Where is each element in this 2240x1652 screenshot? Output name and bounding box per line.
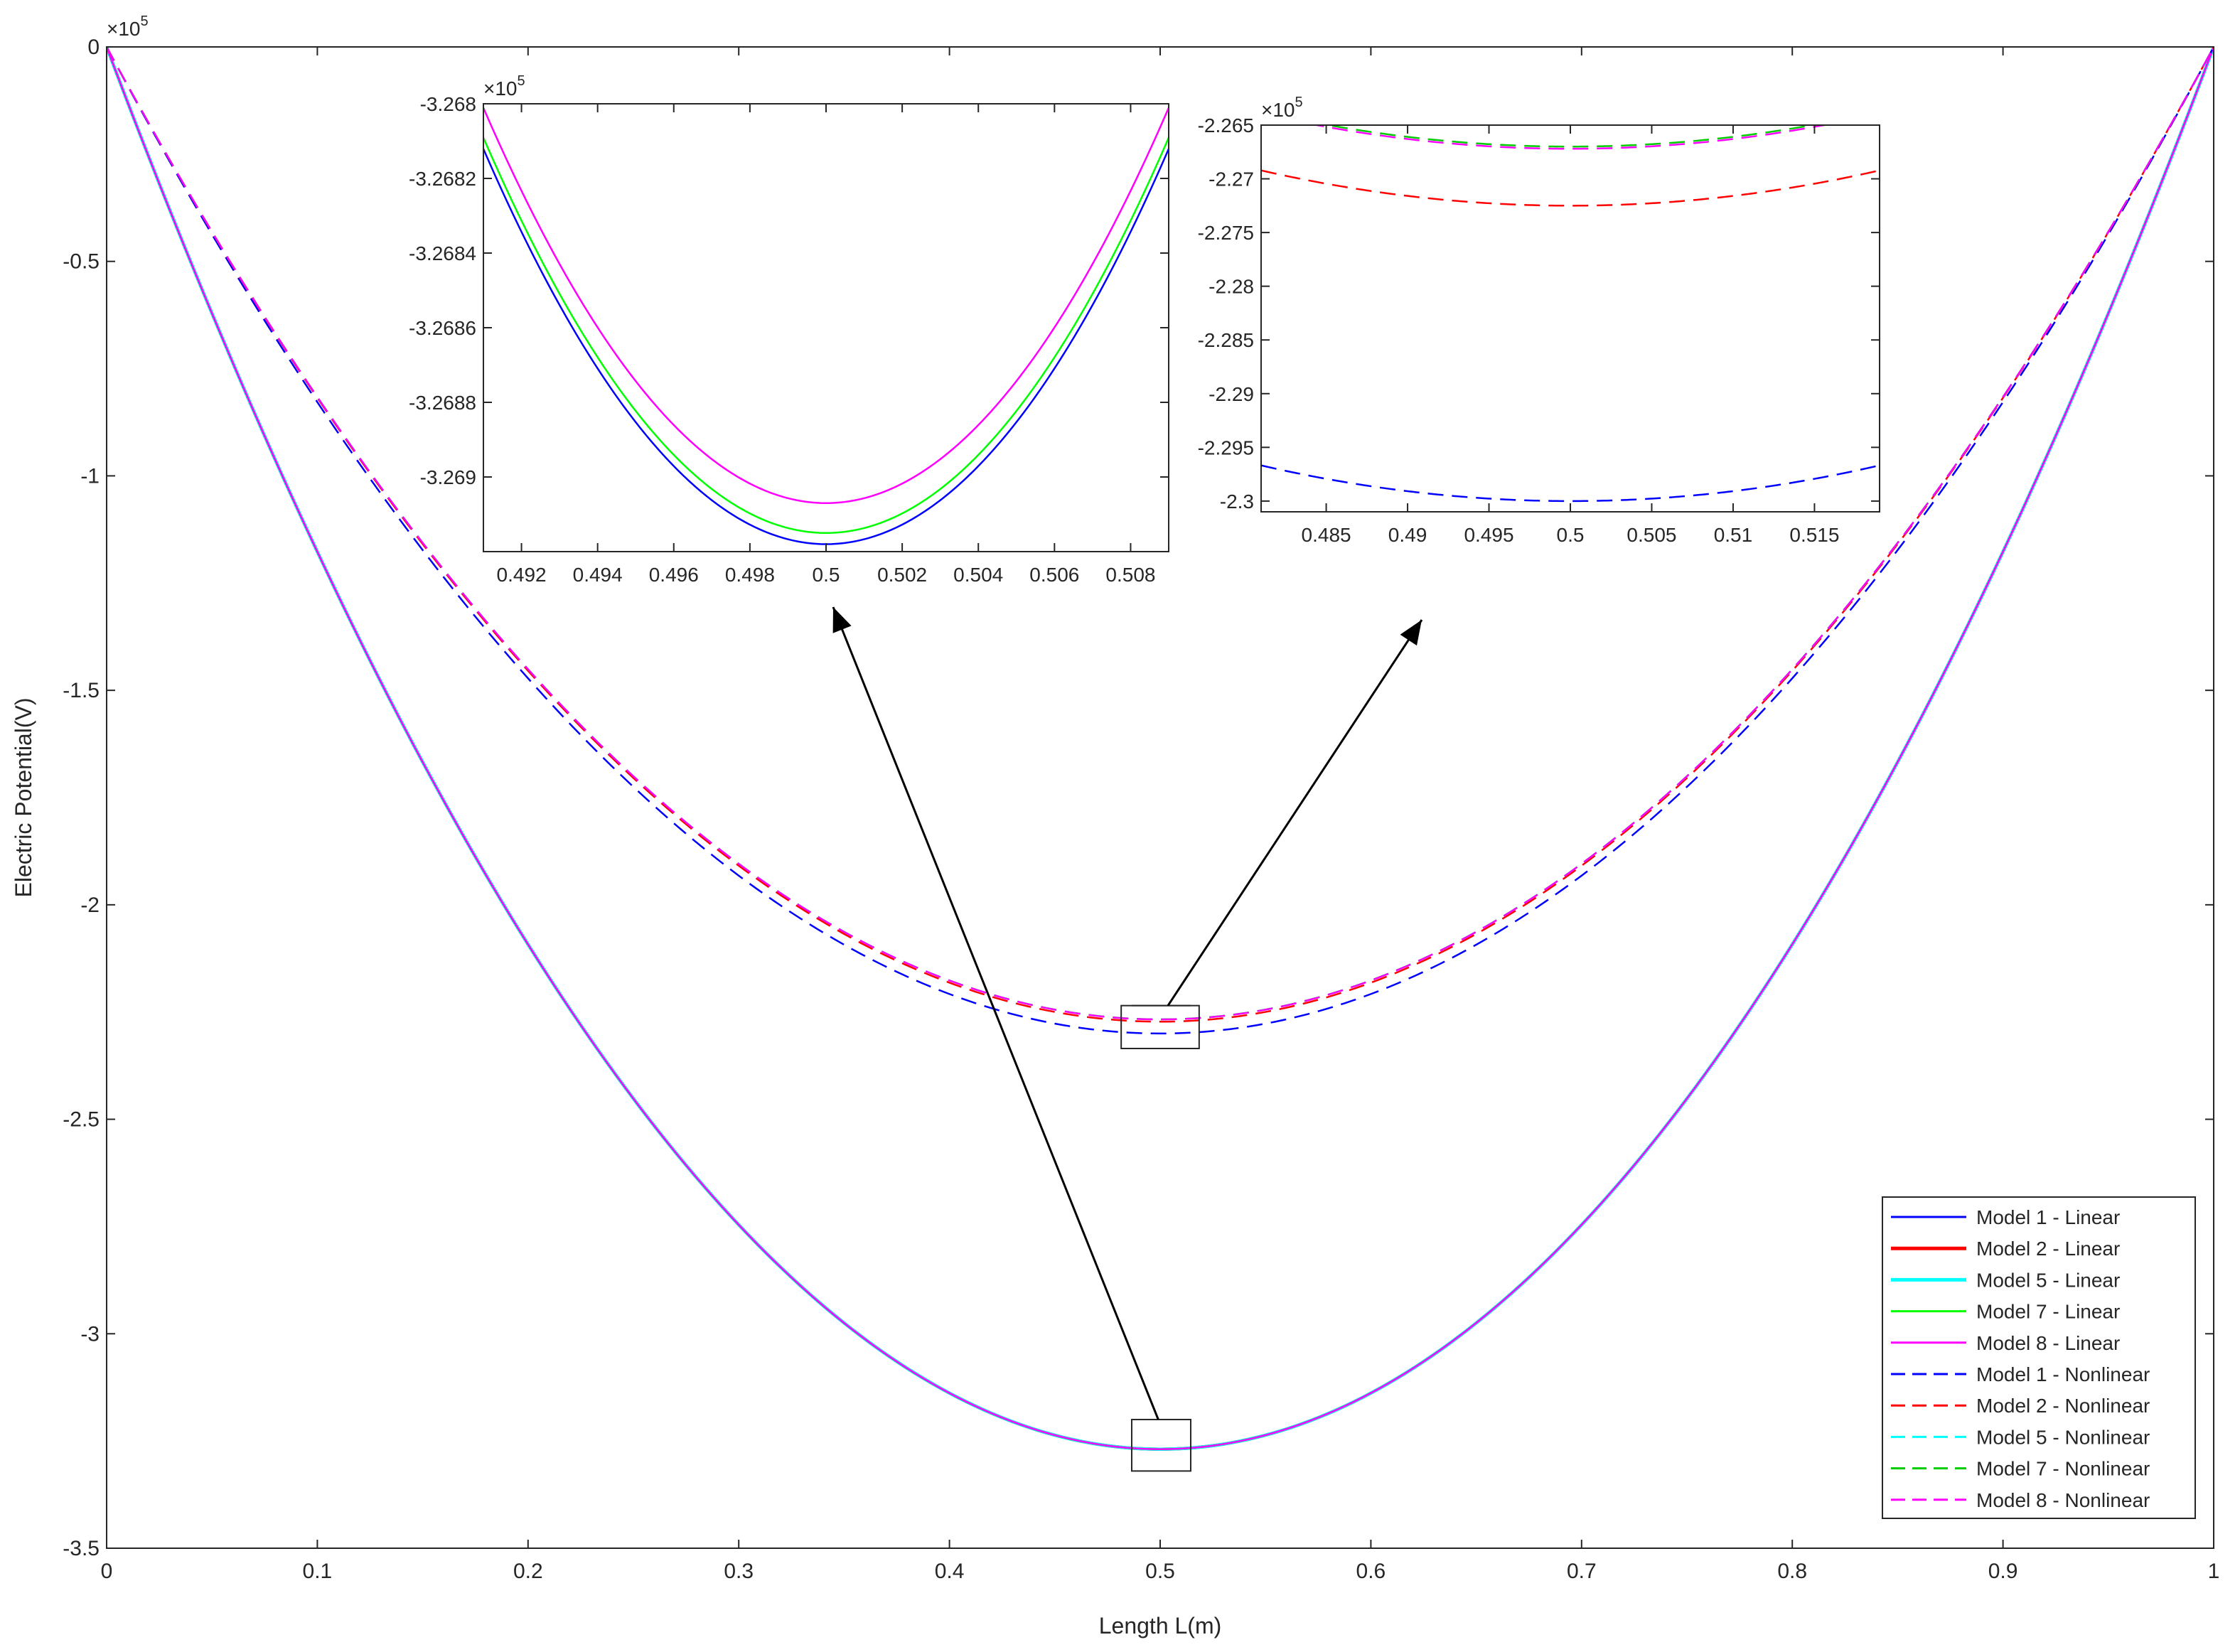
y-tick-label: -2.5 <box>63 1108 100 1132</box>
main-chart: 0 0.1 0.2 0.3 0.4 0.5 0.6 0.7 0.8 0.9 1 0 -0.5 -1 -1.5… <box>11 14 2219 1638</box>
legend-label-model-8-linear: Model 8 - Linear <box>1976 1332 2120 1354</box>
y-axis-title: Electric Potential(V) <box>11 698 36 898</box>
zoom-arrow-linear-head <box>832 607 852 633</box>
x-tick-label: 0.5 <box>1557 524 1585 546</box>
y-tick-label: -3.2688 <box>409 392 476 414</box>
inset-linear-multiplier-base: ×10 <box>483 77 518 100</box>
y-tick-label: -2.275 <box>1198 222 1254 244</box>
y-tick-label: -2.28 <box>1209 276 1254 298</box>
y-tick-label: -2.285 <box>1198 329 1254 351</box>
series-line-model-8-linear <box>107 47 2214 1450</box>
series-line-model-8-nonlinear <box>107 47 2214 1021</box>
legend-label-model-2-linear: Model 2 - Linear <box>1976 1238 2120 1260</box>
zoom-box-linear <box>1130 1418 1191 1472</box>
x-tick-label: 0.3 <box>724 1560 754 1583</box>
y-tick-label: -1.5 <box>63 679 100 702</box>
inset-nonlinear-multiplier-exp: 5 <box>1295 95 1303 110</box>
inset-nonlinear-ticks: 0.485 0.49 0.495 0.5 0.505 0.51 0.515 -2.265 -2.… <box>1198 114 1880 546</box>
inset-linear-ticks: 0.492 0.494 0.496 0.498 0.5 0.502 0.504 0.506 0.… <box>409 93 1169 586</box>
x-tick-label: 0 <box>101 1560 113 1583</box>
x-tick-label: 0.505 <box>1627 524 1676 546</box>
x-axis-title: Length L(m) <box>1099 1613 1222 1638</box>
x-tick-label: 0.496 <box>649 564 699 586</box>
main-series-group <box>107 47 2214 1451</box>
x-tick-label: 0.8 <box>1777 1560 1807 1583</box>
x-tick-label: 0.4 <box>935 1560 965 1583</box>
series-line-model-2-nonlinear <box>1261 169 1880 207</box>
series-line-model-7-linear <box>483 137 1169 535</box>
y-axis-multiplier-exp: 5 <box>141 14 149 29</box>
y-tick-label: -2.265 <box>1198 114 1254 136</box>
y-tick-label: -3.2686 <box>409 317 476 339</box>
y-tick-label: -3.2684 <box>409 242 476 264</box>
x-tick-label: 0.5 <box>1145 1560 1175 1583</box>
y-tick-label: -2.3 <box>1220 490 1254 513</box>
y-tick-label: -3.5 <box>63 1537 100 1560</box>
inset-nonlinear-zoom: 0.485 0.49 0.495 0.5 0.505 0.51 0.515 -2.265 -2.… <box>1198 95 1880 546</box>
y-tick-label: -3 <box>80 1322 100 1346</box>
x-tick-label: 0.508 <box>1105 564 1155 586</box>
x-tick-label: 0.498 <box>725 564 775 586</box>
x-tick-label: 0.9 <box>1988 1560 2018 1583</box>
legend-label-model-7-linear: Model 7 - Linear <box>1976 1301 2120 1323</box>
x-tick-label: 0.492 <box>497 564 547 586</box>
series-line-model-8-linear <box>483 107 1169 505</box>
y-axis-multiplier: ×105 <box>107 14 149 40</box>
y-tick-label: -3.2682 <box>409 168 476 190</box>
y-tick-label: -2 <box>80 894 100 917</box>
x-tick-label: 1 <box>2208 1560 2220 1583</box>
y-tick-label: -0.5 <box>63 250 100 274</box>
legend-label-model-8-nonlinear: Model 8 - Nonlinear <box>1976 1489 2150 1511</box>
x-tick-label: 0.504 <box>953 564 1003 586</box>
inset-linear-multiplier: ×105 <box>483 73 525 100</box>
y-tick-label: 0 <box>87 36 100 59</box>
legend: Model 1 - Linear Model 2 - Linear Model 5 … <box>1882 1196 2196 1519</box>
series-line-model-1-nonlinear <box>1261 464 1880 503</box>
inset-linear-background <box>483 104 1169 552</box>
y-tick-label: -2.29 <box>1209 383 1254 405</box>
zoom-arrow-nonlinear-shaft <box>1167 619 1423 1007</box>
inset-nonlinear-series <box>1261 125 1880 503</box>
zoom-annotations <box>832 606 1423 1472</box>
y-tick-label: -3.269 <box>420 466 476 488</box>
x-tick-label: 0.2 <box>513 1560 543 1583</box>
x-tick-label: 0.506 <box>1029 564 1079 586</box>
x-tick-label: 0.49 <box>1388 524 1427 546</box>
inset-nonlinear-background <box>1261 125 1880 512</box>
legend-label-model-5-linear: Model 5 - Linear <box>1976 1269 2120 1291</box>
zoom-arrow-linear-shaft <box>832 606 1159 1420</box>
y-tick-label: -2.27 <box>1209 168 1254 191</box>
legend-label-model-5-nonlinear: Model 5 - Nonlinear <box>1976 1426 2150 1448</box>
main-ticks: 0 0.1 0.2 0.3 0.4 0.5 0.6 0.7 0.8 0.9 1 0 -0.5 -1 -1.5… <box>63 36 2219 1583</box>
zoom-arrow-nonlinear-head <box>1400 620 1422 646</box>
inset-linear-multiplier-exp: 5 <box>518 73 525 89</box>
legend-items: Model 1 - Linear Model 2 - Linear Model 5 … <box>1891 1206 2150 1511</box>
series-line-model-7-nonlinear <box>1323 125 1818 148</box>
inset-nonlinear-multiplier: ×105 <box>1261 95 1303 121</box>
y-tick-label: -3.268 <box>420 93 476 115</box>
inset-linear-zoom: 0.492 0.494 0.496 0.498 0.5 0.502 0.504 0.506 0.… <box>409 73 1169 586</box>
y-tick-label: -1 <box>80 464 100 488</box>
x-tick-label: 0.1 <box>303 1560 333 1583</box>
series-line-model-8-nonlinear <box>1312 125 1829 150</box>
x-tick-label: 0.515 <box>1789 524 1839 546</box>
legend-label-model-1-linear: Model 1 - Linear <box>1976 1206 2120 1228</box>
x-tick-label: 0.495 <box>1464 524 1513 546</box>
x-tick-label: 0.7 <box>1567 1560 1597 1583</box>
x-tick-label: 0.5 <box>813 564 840 586</box>
legend-box <box>1882 1196 2196 1519</box>
x-tick-label: 0.485 <box>1302 524 1351 546</box>
series-line-model-1-nonlinear <box>107 47 2214 1035</box>
legend-label-model-2-nonlinear: Model 2 - Nonlinear <box>1976 1395 2150 1417</box>
legend-label-model-1-nonlinear: Model 1 - Nonlinear <box>1976 1363 2150 1385</box>
x-tick-label: 0.502 <box>877 564 927 586</box>
x-tick-label: 0.6 <box>1356 1560 1386 1583</box>
x-tick-label: 0.51 <box>1714 524 1753 546</box>
legend-label-model-7-nonlinear: Model 7 - Nonlinear <box>1976 1458 2150 1480</box>
inset-nonlinear-multiplier-base: ×10 <box>1261 99 1295 121</box>
y-tick-label: -2.295 <box>1198 436 1254 458</box>
y-axis-multiplier-base: ×10 <box>107 18 141 40</box>
x-tick-label: 0.494 <box>573 564 623 586</box>
